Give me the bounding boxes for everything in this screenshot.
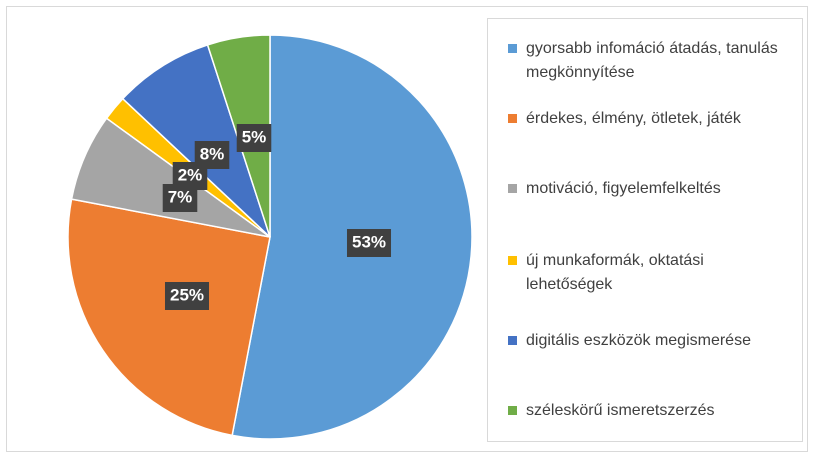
data-label-box [194,141,230,169]
legend-entry: érdekes, élmény, ötletek, játék [508,107,788,131]
data-label-text: 8% [200,144,225,163]
data-label-box [346,229,392,257]
legend-label: széleskörű ismeretszerzés [526,402,715,419]
data-label-box [236,124,272,152]
data-label-text: 25% [170,285,204,304]
data-label: 2% [172,162,208,190]
legend-swatch [508,184,517,193]
chart-frame [6,6,808,452]
data-label: 5% [236,124,272,152]
data-label-text: 2% [178,165,203,184]
data-label-text: 5% [242,127,267,146]
legend-swatch [508,406,517,415]
legend-entry: digitális eszközök megismerése [508,329,788,353]
data-label: 53% [346,229,392,257]
legend-swatch [508,256,517,265]
legend-label: érdekes, élmény, ötletek, játék [526,110,741,127]
data-label-text: 7% [168,187,193,206]
legend-swatch [508,114,517,123]
legend-label: új munkaformák, oktatási lehetőségek [526,252,704,293]
legend-entry: motiváció, figyelemfelkeltés [508,177,788,201]
data-label: 8% [194,141,230,169]
data-label: 25% [164,282,210,310]
legend-entry: gyorsabb infomáció átadás, tanulás megkö… [508,37,788,85]
legend-entry: széleskörű ismeretszerzés [508,399,788,423]
data-label-text: 53% [352,232,386,251]
legend: gyorsabb infomáció átadás, tanulás megkö… [487,18,803,442]
legend-label: digitális eszközök megismerése [526,332,751,349]
legend-swatch [508,336,517,345]
legend-label: gyorsabb infomáció átadás, tanulás megkö… [526,40,778,81]
pie-slice [67,198,271,437]
legend-label: motiváció, figyelemfelkeltés [526,180,721,197]
legend-entry: új munkaformák, oktatási lehetőségek [508,249,788,297]
chart: 53% 25% 7% 2% 8% 5% [67,34,473,440]
legend-swatch [508,44,517,53]
data-label-box [164,282,210,310]
pie-slice [121,43,271,238]
